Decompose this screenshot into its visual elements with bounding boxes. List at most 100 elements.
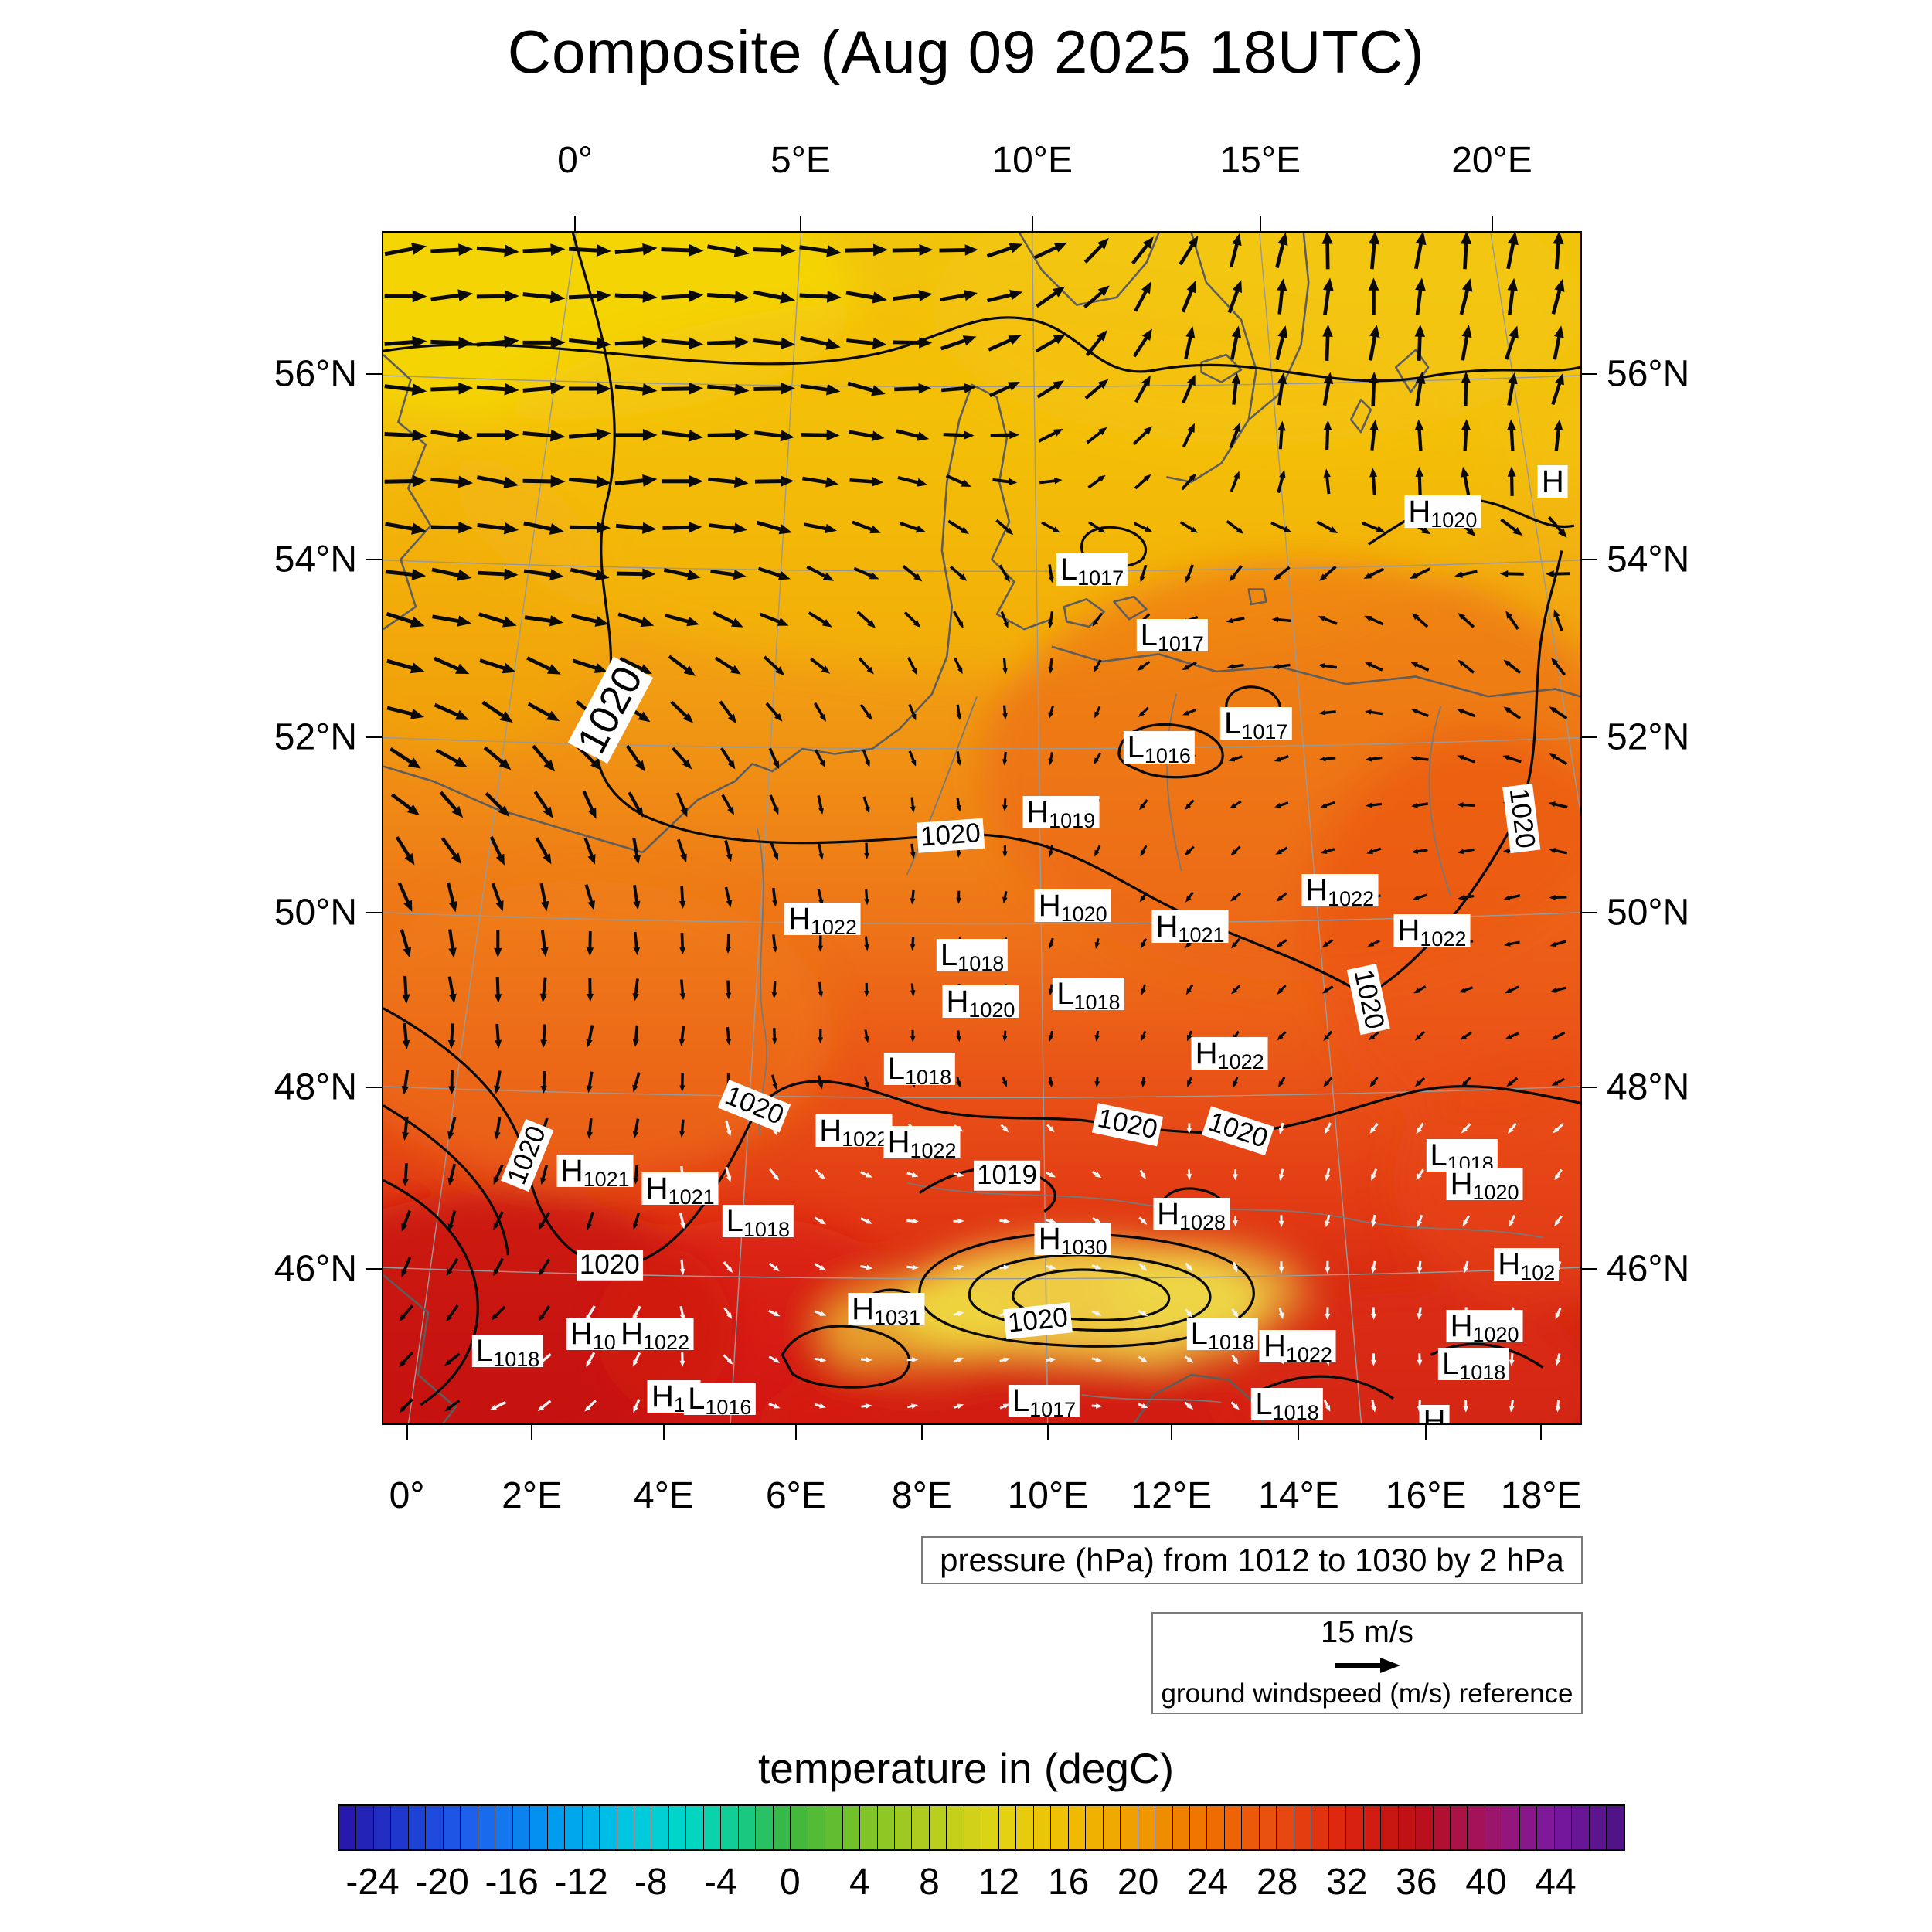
pressure-center-H1028: H1028 [1153, 1197, 1230, 1233]
pressure-value: 1017 [1077, 566, 1124, 590]
pressure-center-L1018: L1018 [1053, 976, 1124, 1013]
wind-arrow [1227, 280, 1243, 314]
colorbar-tick-label: -24 [345, 1862, 400, 1903]
colorbar-segment [1277, 1806, 1294, 1849]
wind-arrow [540, 930, 549, 957]
wind-arrow [771, 887, 778, 907]
pressure-value: 1017 [1029, 1397, 1077, 1421]
colorbar-segment [547, 1806, 566, 1849]
wind-arrow [1185, 891, 1194, 903]
wind-arrow [1323, 1030, 1333, 1042]
weather-map: H1020 H L1017 L1017 L1017 L1016 H1019 H1020 H102… [382, 231, 1582, 1425]
axis-label-bottom: 14°E [1258, 1475, 1339, 1516]
wind-arrow [992, 478, 1018, 485]
wind-arrow [672, 747, 692, 770]
colorbar-segment [1381, 1806, 1399, 1849]
wind-arrow [479, 658, 516, 674]
wind-arrow [389, 747, 421, 769]
wind-arrow [1036, 380, 1065, 399]
pressure-center-L1018: L1018 [471, 1334, 544, 1370]
pressure-value: 1028 [1179, 1210, 1226, 1234]
wind-arrow [668, 655, 696, 676]
wind-arrow [1365, 662, 1383, 672]
pressure-value: 1022 [1217, 1049, 1264, 1073]
axis-label-left: 46°N [274, 1248, 357, 1290]
wind-arrow [495, 1023, 502, 1049]
wind-arrow [1414, 233, 1427, 270]
pressure-letter: L [1012, 1383, 1030, 1418]
wind-arrow [628, 791, 644, 818]
wind-arrow [1134, 281, 1151, 312]
pressure-letter: H [560, 1154, 583, 1189]
wind-arrow [568, 428, 611, 441]
pressure-value: 1021 [1178, 923, 1225, 947]
pressure-letter: L [1056, 976, 1074, 1011]
isobar-label: 1020 [568, 656, 654, 764]
pressure-letter: L [688, 1381, 706, 1416]
colorbar-segment [565, 1806, 583, 1849]
pressure-letter: H [1263, 1328, 1286, 1363]
pressure-value: 1022 [1328, 886, 1375, 910]
wind-arrow [570, 614, 609, 627]
wind-arrow [1548, 801, 1568, 809]
wind-arrow [1549, 753, 1568, 766]
wind-arrow [400, 929, 412, 958]
wind-arrow [952, 611, 964, 629]
colorbar-segment [495, 1806, 513, 1849]
wind-arrow [894, 383, 931, 394]
wind-arrow [756, 520, 792, 535]
wind-arrow [384, 383, 427, 396]
colorbar-segment [964, 1806, 982, 1849]
wind-arrow [848, 430, 885, 441]
axis-tick-top [1259, 216, 1261, 231]
wind-arrow [753, 383, 795, 395]
wind-arrow [1458, 894, 1475, 900]
wind-arrow [1270, 521, 1292, 532]
wind-arrow [862, 796, 870, 814]
wind-arrow [448, 929, 457, 958]
pressure-value: 1022 [1285, 1342, 1332, 1366]
axis-label-right: 46°N [1607, 1248, 1690, 1290]
pressure-value: 1022 [842, 1127, 889, 1151]
wind-arrow [1273, 566, 1291, 581]
axis-label-bottom: 2°E [502, 1475, 563, 1516]
wind-arrow [522, 243, 566, 257]
pressure-letter: H [1038, 1222, 1061, 1257]
wind-arrow [1369, 371, 1379, 406]
axis-tick-right [1582, 373, 1597, 376]
wind-arrow [1133, 522, 1152, 532]
pressure-center-L1017: L1017 [1220, 706, 1292, 743]
wind-arrow [1041, 521, 1060, 533]
wind-arrow [1274, 755, 1289, 762]
colorbar-tick-label: 28 [1257, 1862, 1298, 1903]
wind-arrow [1134, 474, 1151, 490]
colorbar-segment [842, 1806, 861, 1849]
wind-arrow [852, 520, 881, 534]
wind-arrow [908, 703, 917, 721]
wind-arrow [625, 744, 645, 772]
wind-arrow [896, 429, 930, 441]
wind-arrow [1226, 520, 1244, 534]
wind-arrow [708, 476, 749, 488]
wind-arrow [1365, 709, 1383, 716]
wind-arrow [1368, 277, 1379, 315]
pressure-value: 1016 [705, 1395, 752, 1419]
wind-arrow [817, 795, 825, 815]
colorbar-segment [947, 1806, 964, 1849]
wind-arrow [1409, 567, 1431, 579]
wind-arrow [1369, 233, 1380, 270]
wind-arrow [759, 612, 789, 626]
wind-arrow [947, 519, 970, 534]
axis-tick-bottom [406, 1425, 408, 1440]
pressure-value: 1018 [905, 1065, 952, 1089]
wind-arrow [446, 882, 457, 913]
pressure-value: 1018 [743, 1218, 790, 1242]
wind-arrow [476, 244, 519, 257]
pressure-letter: H [1541, 464, 1564, 499]
pressure-center-H1019: H1019 [1022, 796, 1100, 832]
axis-tick-bottom [1298, 1425, 1300, 1440]
wind-arrow [582, 790, 597, 819]
wind-arrow [1092, 612, 1104, 627]
wind-arrow [990, 430, 1020, 440]
wind-arrow [1457, 802, 1475, 808]
